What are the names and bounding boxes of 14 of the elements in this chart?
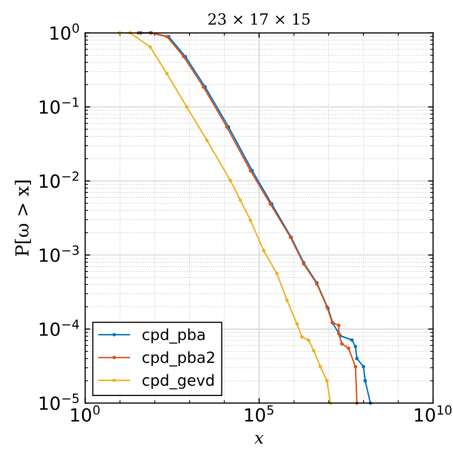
y-axis-title: P[ω > x]	[14, 180, 31, 256]
x-tick-label: 10$^{10}$	[415, 405, 452, 422]
y-tick-label: 10$^{−2}$	[40, 171, 78, 188]
legend-label: cpd_pba2	[142, 351, 214, 366]
y-tick-label: 10$^{−4}$	[40, 320, 79, 336]
legend-label: cpd_pba	[142, 328, 204, 344]
x-tick-label: 10$^{0}$	[71, 405, 100, 422]
legend-label: cpd_gevd	[142, 374, 214, 390]
x-tick-label: 10$^{5}$	[245, 405, 274, 422]
y-tick-label: 10$^{−3}$	[40, 245, 79, 262]
y-tick-label: 10$^{0}$	[50, 23, 79, 40]
chart-title: 23 × 17 × 15	[208, 13, 310, 25]
x-axis-title: x	[254, 434, 264, 444]
y-tick-label: 10$^{−1}$	[40, 98, 78, 114]
